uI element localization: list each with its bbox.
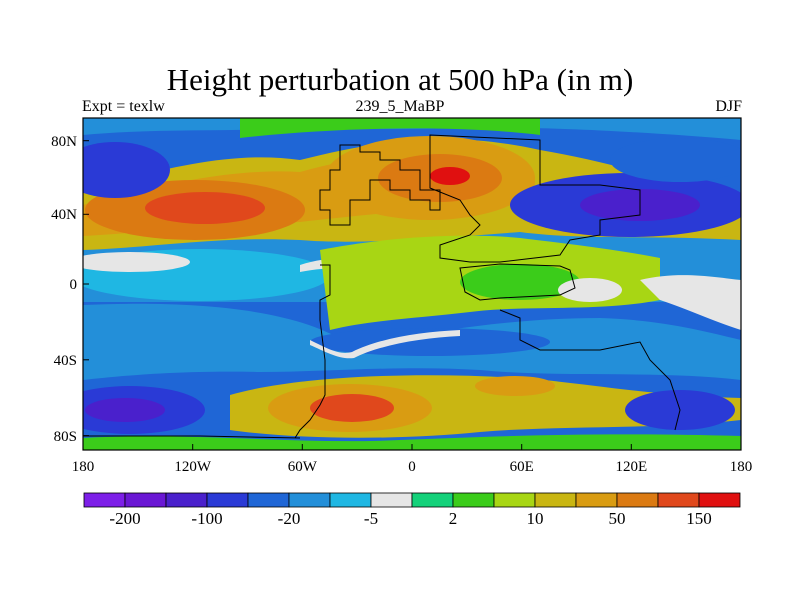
north-east-blue xyxy=(610,138,741,182)
colorbar-label: 150 xyxy=(686,509,712,528)
y-tick-marks xyxy=(83,140,89,437)
colorbar-swatch xyxy=(206,492,249,508)
min-southern-ocean-core xyxy=(85,398,165,422)
figure-title: Height perturbation at 500 hPa (in m) xyxy=(166,62,634,97)
y-tick-label: 80S xyxy=(54,429,77,445)
x-tick-marks xyxy=(82,444,742,450)
colorbar-label: -100 xyxy=(191,509,222,528)
colorbar-swatch xyxy=(247,492,290,508)
colorbar-label: -200 xyxy=(109,509,140,528)
x-tick-label: 60E xyxy=(510,459,534,475)
arctic-green xyxy=(240,118,540,138)
x-tick-label: 180 xyxy=(72,459,95,475)
colorbar-label: 10 xyxy=(527,509,544,528)
period-label: 239_5_MaBP xyxy=(355,98,445,115)
colorbar-swatch xyxy=(165,492,208,508)
tropic-white-3 xyxy=(558,278,622,302)
x-tick-label: 180 xyxy=(730,459,753,475)
coastlines xyxy=(83,134,681,439)
x-tick-label: 0 xyxy=(408,459,416,475)
colorbar-swatch xyxy=(657,492,700,508)
colorbar-swatch xyxy=(575,492,618,508)
colorbar-label: 50 xyxy=(609,509,626,528)
colorbar-label: -5 xyxy=(364,509,378,528)
colorbar-swatch xyxy=(411,492,454,508)
colorbar-swatch xyxy=(534,492,577,508)
season-label: DJF xyxy=(715,98,742,115)
colorbar-swatch xyxy=(370,492,413,508)
y-tick-label: 40N xyxy=(51,207,77,223)
x-tick-label: 120E xyxy=(615,459,647,475)
x-tick-label: 120W xyxy=(174,459,212,475)
band-antarctic xyxy=(83,434,741,450)
tropic-white-1 xyxy=(83,252,190,272)
colorbar-label: -20 xyxy=(278,509,301,528)
max-north-asia-core xyxy=(430,167,470,185)
colorbar-swatch xyxy=(329,492,372,508)
max-south-atlantic-core xyxy=(310,394,394,422)
tropic-green xyxy=(460,264,580,300)
colorbar-swatch xyxy=(83,492,126,508)
max-north-pacific-core xyxy=(145,192,265,224)
colorbar-swatch xyxy=(124,492,167,508)
colorbar-swatch xyxy=(616,492,659,508)
y-tick-label: 80N xyxy=(51,134,77,150)
colorbar-swatch xyxy=(452,492,495,508)
south-mid-blue xyxy=(310,328,550,356)
colorbar-swatch xyxy=(493,492,536,508)
tropic-white-4 xyxy=(640,275,741,330)
south-white-streak xyxy=(310,330,460,359)
y-tick-label: 40S xyxy=(54,353,77,369)
min-north-pacific-east xyxy=(83,142,170,198)
colorbar-swatch xyxy=(698,492,741,508)
colorbar-label: 2 xyxy=(449,509,458,528)
experiment-label: Expt = texlw xyxy=(82,98,165,115)
x-tick-label: 60W xyxy=(288,459,318,475)
contour-field xyxy=(83,118,741,450)
colorbar-swatch xyxy=(288,492,331,508)
south-indian-orange xyxy=(475,376,555,396)
colorbar: -200 -100 -20 -5 2 10 50 150 xyxy=(83,492,741,528)
y-tick-label: 0 xyxy=(70,277,78,293)
